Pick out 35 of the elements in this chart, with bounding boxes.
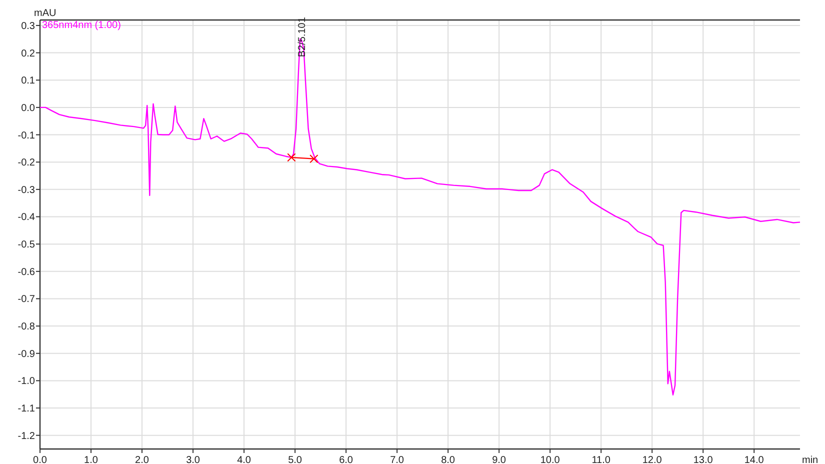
x-tick-label: 10.0 — [540, 455, 560, 464]
y-tick-label: -0.8 — [18, 322, 36, 333]
y-tick-label: 0.3 — [21, 20, 36, 32]
x-tick-label: 6.0 — [339, 455, 354, 464]
y-tick-label: 0.2 — [21, 48, 36, 60]
x-tick-label: 3.0 — [186, 455, 200, 464]
annotation: B2/5.101 — [297, 16, 308, 58]
text: 365nm4nm (1.00) — [42, 20, 121, 31]
x-tick-label: 5.0 — [288, 455, 302, 464]
y-tick-label: -0.9 — [18, 348, 36, 360]
x-tick-label: 14.0 — [744, 455, 764, 464]
y-tick-label: -0.4 — [18, 212, 36, 224]
y-tick-label: -0.7 — [18, 294, 36, 306]
x-tick-label: 9.0 — [492, 455, 506, 464]
y-tick-label: -1.0 — [18, 376, 36, 388]
x-axis-title: min — [802, 455, 818, 464]
x-tick-label: 2.0 — [135, 455, 150, 464]
y-axis-title: mAU — [34, 8, 56, 19]
x-tick-label: 0.0 — [33, 455, 48, 464]
y-tick-label: -0.3 — [18, 184, 36, 196]
y-tick-label: 0.1 — [21, 76, 36, 87]
x-tick-label: 11.0 — [592, 455, 611, 464]
y-tick-label: -0.2 — [18, 158, 36, 169]
x-tick-label: 13.0 — [693, 455, 714, 464]
y-tick-label: -0.5 — [18, 240, 36, 251]
x-tick-label: 8.0 — [441, 455, 456, 464]
x-tick-label: 4.0 — [237, 455, 252, 464]
y-tick-label: 0.0 — [21, 102, 36, 114]
y-tick-label: -1.1 — [18, 404, 36, 415]
x-tick-label: 12.0 — [642, 455, 662, 464]
y-tick-label: -0.1 — [18, 130, 36, 142]
x-tick-label: 7.0 — [390, 455, 404, 464]
x-tick-label: 1.0 — [84, 455, 98, 464]
y-tick-label: -0.6 — [18, 266, 36, 278]
y-tick-label: -1.2 — [18, 430, 36, 442]
